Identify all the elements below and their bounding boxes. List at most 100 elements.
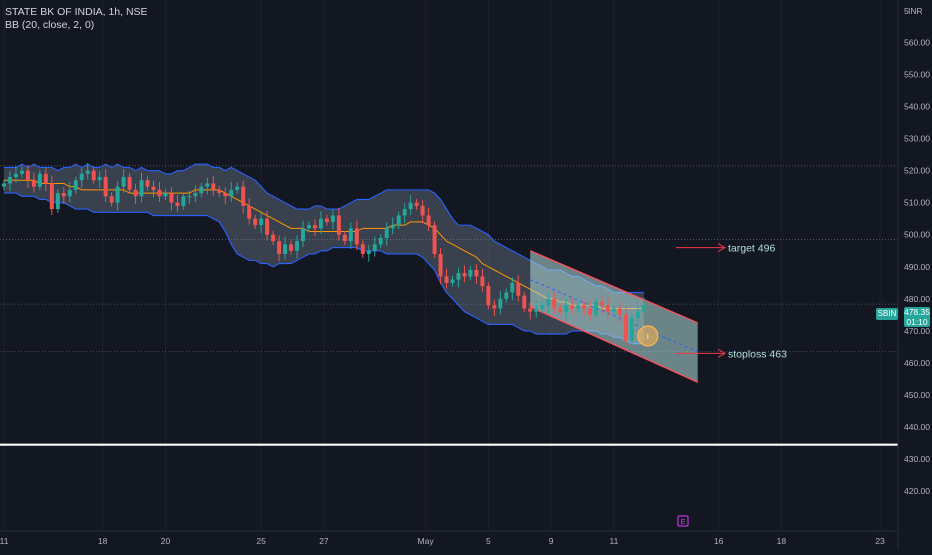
candle xyxy=(13,166,18,183)
y-tick-label: 560.00 xyxy=(904,37,930,47)
candle xyxy=(594,298,599,319)
candle-body xyxy=(175,202,180,206)
candle-body xyxy=(420,205,425,216)
candle-body xyxy=(163,193,168,197)
bb-fill xyxy=(4,164,644,344)
candle xyxy=(426,207,431,231)
candle xyxy=(504,288,509,303)
candle-body xyxy=(384,228,389,238)
candle-body xyxy=(103,177,108,197)
candle-body xyxy=(259,218,264,226)
candle xyxy=(564,299,569,320)
candle-body xyxy=(348,228,353,242)
candle xyxy=(241,180,246,214)
price-axis[interactable]: 420.00 430.00 440.00 450.00 460.00 470.00 480.… xyxy=(897,0,930,550)
x-tick-label: 23 xyxy=(875,536,885,546)
x-tick-label: May xyxy=(418,536,435,546)
channel-upper-line xyxy=(529,250,698,324)
symbol-tag: SBIN xyxy=(876,308,898,320)
candle xyxy=(582,299,587,317)
candle-body xyxy=(265,218,270,235)
candle-body xyxy=(432,225,437,254)
candles xyxy=(2,162,646,347)
candle-body xyxy=(145,180,150,187)
candle-body xyxy=(372,244,377,251)
candle-body xyxy=(522,295,527,309)
candle xyxy=(229,182,234,203)
candle xyxy=(283,236,288,260)
parallel-channel[interactable] xyxy=(529,250,698,383)
candle xyxy=(318,211,323,235)
candle-body xyxy=(324,218,329,222)
candle xyxy=(25,164,30,188)
candle-body xyxy=(19,170,24,174)
candle xyxy=(438,248,443,285)
y-tick-label: 490.00 xyxy=(904,262,930,272)
candle xyxy=(19,166,24,178)
candle-body xyxy=(133,189,138,197)
grid xyxy=(3,0,881,530)
candle-body xyxy=(223,193,228,197)
time-axis[interactable]: 11 18 20 25 27 May 5 9 11 16 18 23 xyxy=(0,530,898,546)
candle xyxy=(211,175,216,196)
target-arrow-head xyxy=(717,243,727,252)
candle-body xyxy=(623,314,628,341)
indicator-legend[interactable]: BB (20, close, 2, 0) xyxy=(5,19,95,31)
candle xyxy=(277,235,282,262)
candle xyxy=(7,171,12,192)
x-tick-label: 20 xyxy=(161,536,171,546)
candle xyxy=(366,245,371,262)
candle xyxy=(79,168,84,188)
horizontal-lines xyxy=(0,165,898,446)
candle-body xyxy=(61,193,66,197)
candle-body xyxy=(354,228,359,245)
candle xyxy=(330,209,335,230)
target-label: target 496 xyxy=(728,243,775,255)
last-price-tag: 478.35 01:10 xyxy=(904,307,930,327)
candle-body xyxy=(540,305,545,309)
candle xyxy=(103,169,108,203)
candle-body xyxy=(247,205,252,219)
candle-body xyxy=(641,305,646,312)
candle xyxy=(312,219,317,237)
bb-lower-line xyxy=(4,192,644,345)
candle-body xyxy=(528,308,533,312)
candle xyxy=(2,179,6,191)
candle-body xyxy=(109,196,114,203)
candle-body xyxy=(564,305,569,312)
candle-body xyxy=(43,173,48,184)
candle-body xyxy=(378,237,383,245)
channel-lower-line xyxy=(529,306,698,383)
candle xyxy=(109,192,114,207)
candle-body xyxy=(414,202,419,206)
candle-body xyxy=(199,186,204,194)
candle-body xyxy=(360,244,365,254)
stoploss-label: stoploss 463 xyxy=(728,348,787,360)
candle xyxy=(510,277,515,301)
candle-body xyxy=(2,183,6,187)
candle xyxy=(528,302,533,320)
candle xyxy=(348,222,353,249)
candle-body xyxy=(193,193,198,197)
candle-body xyxy=(330,215,335,222)
y-tick-label: 440.00 xyxy=(904,422,930,432)
earnings-marker-box xyxy=(677,515,689,527)
candle-body xyxy=(336,215,341,235)
candle xyxy=(444,268,449,289)
candle xyxy=(324,214,329,226)
channel-mid-line xyxy=(530,279,698,353)
candle-body xyxy=(516,282,521,296)
candle xyxy=(408,195,413,215)
candle-body xyxy=(534,308,539,312)
y-tick-label: 450.00 xyxy=(904,390,930,400)
candle-body xyxy=(85,170,90,174)
candle xyxy=(396,211,401,229)
candle xyxy=(259,212,264,233)
candle xyxy=(450,275,455,287)
candle-body xyxy=(187,196,192,198)
channel-fill xyxy=(530,250,698,383)
candle-body xyxy=(474,270,479,277)
